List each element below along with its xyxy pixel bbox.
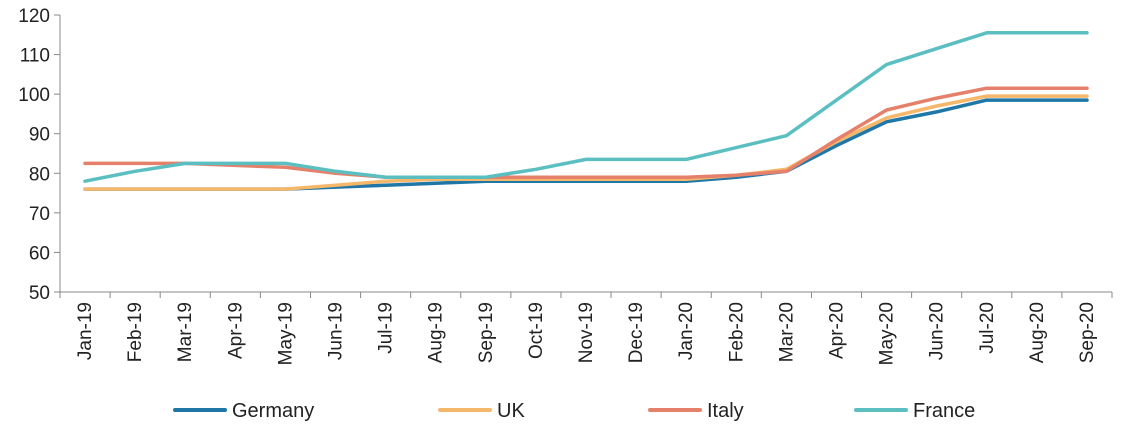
x-tick-label: Apr-20 bbox=[826, 302, 847, 359]
x-tick-label: Feb-20 bbox=[726, 302, 747, 362]
legend: Germany UK Italy France bbox=[173, 400, 975, 422]
x-axis: Jan-19 Feb-19 Mar-19 Apr-19 May-19 Jun-19 Jul-… bbox=[59, 291, 1113, 365]
legend-item-germany: Germany bbox=[173, 400, 314, 422]
legend-item-uk: UK bbox=[438, 400, 525, 422]
x-tick-label: Sep-20 bbox=[1077, 302, 1098, 363]
y-tick-label: 80 bbox=[29, 164, 50, 185]
x-tick-label: May-19 bbox=[275, 302, 296, 365]
x-tick-label: Aug-20 bbox=[1027, 302, 1048, 363]
x-tick-label: Jan-20 bbox=[676, 302, 697, 360]
y-tick-label: 100 bbox=[18, 85, 50, 106]
y-tick-label: 120 bbox=[18, 6, 50, 27]
x-tick-label: Jun-20 bbox=[927, 302, 948, 360]
x-tick-label: Jan-19 bbox=[75, 302, 96, 360]
plot-lines bbox=[83, 31, 1089, 191]
series-line-italy bbox=[83, 86, 1089, 179]
y-tick-label: 50 bbox=[29, 283, 50, 304]
legend-item-france: France bbox=[854, 400, 975, 422]
y-tick-label: 90 bbox=[29, 125, 50, 146]
x-tick-label: Mar-20 bbox=[776, 302, 797, 362]
x-tick-label: Oct-19 bbox=[526, 302, 547, 359]
legend-label: UK bbox=[497, 400, 525, 422]
y-tick-label: 110 bbox=[20, 46, 50, 67]
x-tick-label: May-20 bbox=[877, 302, 898, 365]
legend-label: Germany bbox=[232, 400, 314, 422]
legend-item-italy: Italy bbox=[648, 400, 744, 422]
x-tick-label: Mar-19 bbox=[175, 302, 196, 362]
x-tick-label: Feb-19 bbox=[125, 302, 146, 362]
y-tick-label: 70 bbox=[29, 204, 50, 225]
x-tick-label: Jul-20 bbox=[977, 302, 998, 354]
legend-label: France bbox=[913, 400, 975, 422]
legend-label: Italy bbox=[707, 400, 744, 422]
series-line-france bbox=[83, 31, 1089, 183]
x-tick-label: Nov-19 bbox=[576, 302, 597, 363]
x-tick-label: Aug-19 bbox=[426, 302, 447, 363]
x-tick-label: Dec-19 bbox=[626, 302, 647, 363]
x-tick-label: Jun-19 bbox=[326, 302, 347, 360]
x-tick-label: Apr-19 bbox=[225, 302, 246, 359]
x-tick-label: Sep-19 bbox=[476, 302, 497, 363]
x-tick-label: Jul-19 bbox=[376, 302, 397, 354]
y-axis: 50 60 70 80 90 100 110 120 bbox=[18, 6, 61, 304]
series-line-uk bbox=[83, 94, 1089, 191]
y-tick-label: 60 bbox=[29, 243, 50, 264]
